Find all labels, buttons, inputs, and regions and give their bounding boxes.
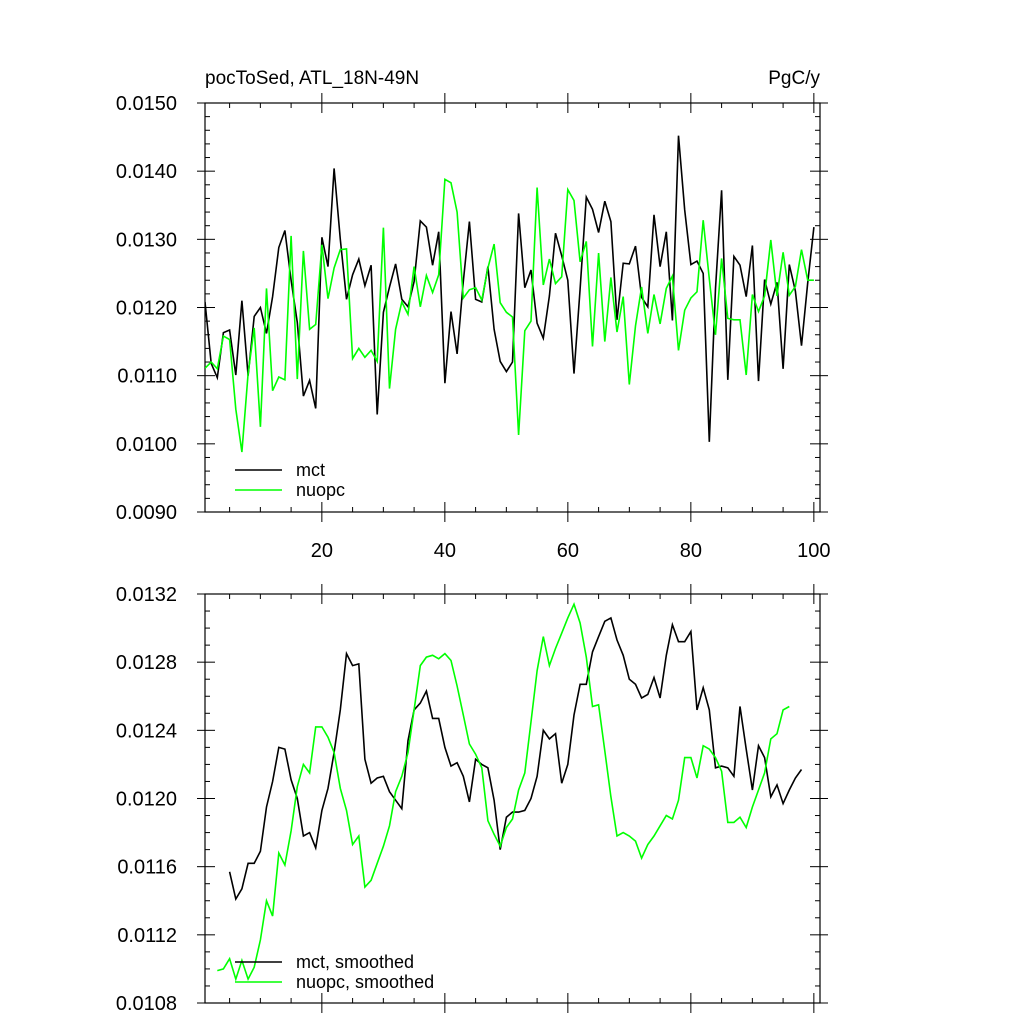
- y-tick-label: 0.0124: [116, 720, 177, 742]
- x-tick-label: 60: [557, 540, 579, 562]
- y-tick-label: 0.0150: [116, 93, 177, 115]
- plot-frame: [204, 102, 821, 513]
- x-tick-label: 80: [680, 540, 702, 562]
- y-tick-label: 0.0120: [116, 789, 177, 811]
- legend-label-mct-smoothed: mct, smoothed: [296, 952, 414, 972]
- y-tick-label: 0.0090: [116, 502, 177, 524]
- series-line-mct-smoothed: [228, 616, 803, 902]
- x-tick-label: 20: [311, 540, 333, 562]
- y-tick-label: 0.0120: [116, 298, 177, 320]
- legend-label-mct: mct: [296, 460, 325, 480]
- series-line-nuopc: [205, 177, 814, 453]
- top-panel: 20 40 60 80 100 0.0090 0.0100 0.0110 0.0120 0.013…: [116, 93, 831, 562]
- y-tick-label: 0.0140: [116, 161, 177, 183]
- series-line-nuopc-smoothed: [217, 601, 790, 982]
- y-tick-label: 0.0108: [116, 993, 177, 1015]
- y-tick-label: 0.0112: [117, 925, 177, 947]
- x-tick-label: 40: [434, 540, 456, 562]
- y-tick-label: 0.0100: [116, 434, 177, 456]
- y-tick-label: 0.0130: [116, 229, 177, 251]
- legend-label-nuopc: nuopc: [296, 480, 345, 500]
- x-tick-label: 100: [797, 540, 830, 562]
- y-tick-label: 0.0128: [116, 652, 177, 674]
- legend-label-nuopc-smoothed: nuopc, smoothed: [296, 972, 434, 992]
- y-tick-label: 0.0116: [117, 857, 177, 879]
- chart-title-left: pocToSed, ATL_18N-49N: [205, 68, 419, 89]
- y-tick-label: 0.0110: [117, 366, 177, 388]
- y-tick-label: 0.0132: [116, 584, 177, 606]
- series-line-mct: [205, 135, 815, 442]
- chart-title-right: PgC/y: [768, 68, 820, 89]
- bottom-panel: 0.0108 0.0112 0.0116 0.0120 0.0124 0.0128 0.01…: [116, 584, 828, 1015]
